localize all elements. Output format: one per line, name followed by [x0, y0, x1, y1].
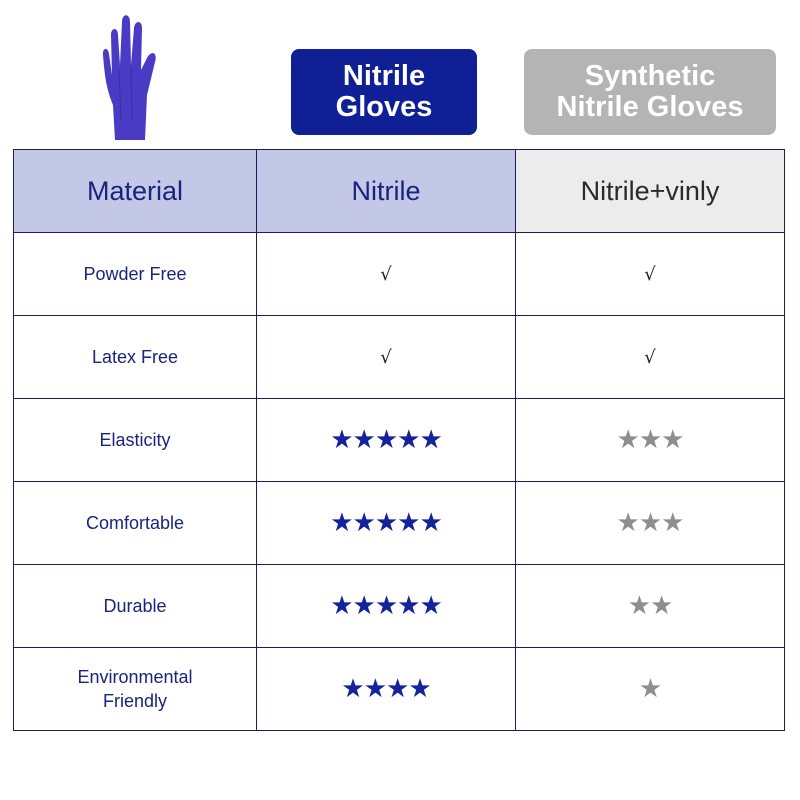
table-header-row: Material Nitrile Nitrile+vinly	[13, 149, 785, 233]
star-icon: ★	[627, 591, 651, 621]
glove-image	[102, 15, 156, 140]
header-nitrile-vinyl: Nitrile+vinly	[515, 149, 785, 233]
star-icon: ★	[650, 591, 673, 621]
star-icon: ★	[638, 674, 662, 704]
star-icon: ★	[661, 508, 684, 538]
nitrile-cell: ★★★★	[256, 647, 516, 731]
synthetic-cell: ★	[515, 647, 785, 731]
table-row: Elasticity ★★★★★ ★★★	[13, 398, 785, 482]
star-icon: ★	[419, 508, 442, 538]
synthetic-cell: ★★★	[515, 481, 785, 565]
table-row: Comfortable ★★★★★ ★★★	[13, 481, 785, 565]
feature-label: Durable	[103, 596, 167, 616]
star-icon: ★	[330, 591, 353, 621]
table-row: Powder Free √ √	[13, 232, 785, 316]
check-mark-icon: √	[380, 263, 392, 285]
header-nitrile: Nitrile	[256, 149, 516, 233]
check-mark-icon: √	[644, 263, 656, 285]
table-row: Durable ★★★★★ ★★	[13, 564, 785, 648]
synthetic-cell: √	[515, 232, 785, 316]
star-icon: ★	[386, 674, 409, 704]
star-icon: ★	[419, 425, 442, 455]
synthetic-cell: ★★	[515, 564, 785, 648]
synthetic-star-rating: ★	[638, 674, 662, 704]
check-mark-icon: √	[380, 346, 392, 368]
feature-label: Environmental Friendly	[77, 667, 193, 711]
star-icon: ★	[374, 508, 398, 538]
feature-cell: Powder Free	[13, 232, 257, 316]
star-icon: ★	[352, 425, 376, 455]
feature-label: Elasticity	[99, 430, 171, 450]
feature-label: Latex Free	[91, 347, 179, 367]
synthetic-cell: √	[515, 315, 785, 399]
star-icon: ★	[363, 674, 387, 704]
nitrile-cell: ★★★★★	[256, 564, 516, 648]
nitrile-star-rating: ★★★★★	[330, 591, 443, 621]
table-row: Environmental Friendly ★★★★ ★	[13, 647, 785, 731]
star-icon: ★	[330, 425, 353, 455]
feature-cell: Elasticity	[13, 398, 257, 482]
feature-cell: Comfortable	[13, 481, 257, 565]
star-icon: ★	[616, 425, 640, 455]
check-mark-icon: √	[644, 346, 656, 368]
feature-label: Comfortable	[85, 513, 185, 533]
star-icon: ★	[397, 508, 420, 538]
star-icon: ★	[374, 425, 398, 455]
synthetic-nitrile-gloves-badge: Synthetic Nitrile Gloves	[524, 49, 776, 135]
nitrile-cell: ★★★★★	[256, 481, 516, 565]
table-row: Latex Free √ √	[13, 315, 785, 399]
star-icon: ★	[374, 591, 398, 621]
synthetic-nitrile-gloves-title: Synthetic Nitrile Gloves	[556, 60, 744, 123]
nitrile-gloves-badge: Nitrile Gloves	[291, 49, 477, 135]
nitrile-star-rating: ★★★★	[341, 674, 431, 704]
star-icon: ★	[352, 508, 376, 538]
star-icon: ★	[616, 508, 640, 538]
feature-label: Powder Free	[83, 264, 187, 284]
feature-cell: Environmental Friendly	[13, 647, 257, 731]
header-material: Material	[13, 149, 257, 233]
star-icon: ★	[341, 674, 364, 704]
star-icon: ★	[661, 425, 684, 455]
star-icon: ★	[419, 591, 442, 621]
nitrile-star-rating: ★★★★★	[330, 508, 443, 538]
star-icon: ★	[397, 591, 420, 621]
nitrile-cell: √	[256, 232, 516, 316]
star-icon: ★	[638, 425, 662, 455]
star-icon: ★	[330, 508, 353, 538]
synthetic-star-rating: ★★★	[616, 425, 685, 455]
feature-cell: Latex Free	[13, 315, 257, 399]
nitrile-star-rating: ★★★★★	[330, 425, 443, 455]
star-icon: ★	[397, 425, 420, 455]
nitrile-cell: ★★★★★	[256, 398, 516, 482]
synthetic-star-rating: ★★	[627, 591, 674, 621]
nitrile-gloves-title: Nitrile Gloves	[335, 60, 433, 123]
star-icon: ★	[408, 674, 431, 704]
comparison-table: Material Nitrile Nitrile+vinly Powder Fr…	[13, 149, 785, 731]
nitrile-cell: √	[256, 315, 516, 399]
synthetic-star-rating: ★★★	[616, 508, 685, 538]
synthetic-cell: ★★★	[515, 398, 785, 482]
star-icon: ★	[352, 591, 376, 621]
star-icon: ★	[638, 508, 662, 538]
feature-cell: Durable	[13, 564, 257, 648]
